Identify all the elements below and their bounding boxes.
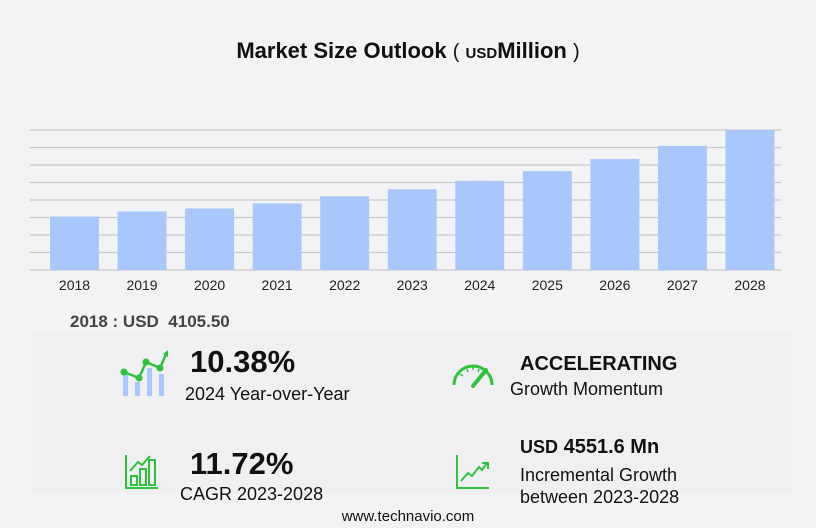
x-tick-label: 2026 — [599, 277, 630, 293]
incremental-value: USD 4551.6 Mn — [520, 436, 659, 459]
x-tick-label: 2022 — [329, 277, 360, 293]
x-tick-label: 2020 — [194, 277, 225, 293]
bar-2021 — [252, 203, 302, 270]
cagr-label: CAGR 2023-2028 — [180, 484, 324, 504]
bar-2022 — [320, 196, 370, 270]
bar-2023 — [387, 189, 437, 270]
bar-growth-icon — [125, 455, 158, 489]
x-tick-label: 2023 — [397, 277, 428, 293]
momentum-value: ACCELERATING — [520, 353, 678, 375]
unit: Million — [497, 38, 567, 63]
incremental-label: Incremental Growth — [520, 465, 678, 485]
bar-2019 — [117, 211, 167, 270]
bar-2018 — [50, 216, 99, 270]
x-tick-label: 2019 — [126, 277, 157, 293]
unit-prefix: USD — [465, 45, 498, 62]
x-tick-label: 2027 — [667, 277, 698, 293]
incremental-number: 4551.6 Mn — [563, 436, 660, 458]
base-year-label: 2018 : USD — [70, 312, 159, 331]
title-text: Market Size Outlook — [236, 38, 447, 63]
base-year-number: 4105.50 — [168, 312, 230, 331]
bar-chart: 2018 2019 2020 2021 2022 2023 2024 2025 2026 2027… — [30, 129, 781, 293]
bar-2028 — [725, 130, 775, 270]
speedometer-icon — [452, 364, 494, 388]
bar-2024 — [455, 180, 505, 270]
cagr-value: 11.72% — [190, 446, 294, 481]
x-tick-label: 2018 — [59, 277, 90, 293]
bar-2026 — [590, 158, 640, 270]
line-growth-icon — [456, 455, 489, 489]
x-tick-label: 2021 — [262, 277, 293, 293]
x-tick-label: 2025 — [532, 277, 563, 293]
base-year-value: 2018 : USD 4105.50 — [70, 312, 230, 332]
incremental-prefix: USD — [520, 437, 559, 457]
footer-url[interactable]: www.technavio.com — [341, 508, 475, 525]
bar-2027 — [657, 145, 707, 270]
kpi-panel — [32, 334, 792, 494]
x-tick-label: 2024 — [464, 277, 495, 293]
bar-2025 — [522, 171, 572, 270]
chart-title: Market Size Outlook ( USDMillion ) — [236, 38, 580, 63]
yoy-value: 10.38% — [190, 344, 296, 379]
momentum-label: Growth Momentum — [510, 379, 664, 399]
yoy-label: 2024 Year-over-Year — [185, 384, 350, 404]
x-tick-label: 2028 — [734, 277, 765, 293]
growth-chart-icon — [120, 350, 169, 396]
bar-2020 — [185, 208, 235, 270]
incremental-period: between 2023-2028 — [520, 487, 680, 507]
